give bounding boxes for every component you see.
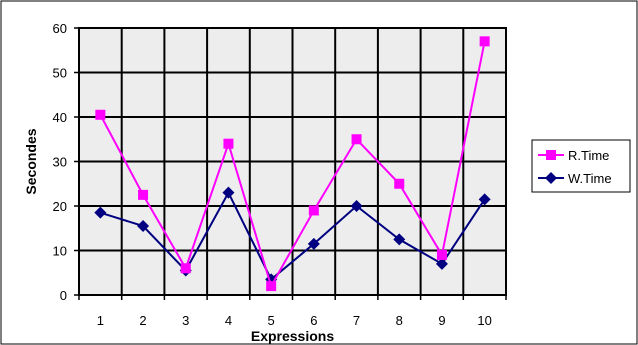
x-axis-ticks: 1 2 3 4 5 6 7 8 9 10 (78, 295, 507, 328)
y-tick-label: 0 (60, 288, 67, 303)
data-point (95, 109, 106, 120)
data-point (351, 134, 362, 145)
legend-label: R.Time (568, 148, 609, 163)
y-tick-label: 30 (53, 155, 67, 170)
data-point (222, 186, 235, 199)
series-r-time (95, 36, 490, 292)
y-axis-title: Secondes (23, 128, 39, 194)
legend-swatch-marker (546, 150, 556, 160)
data-point (435, 257, 448, 270)
y-axis-ticks: 0 10 20 30 40 50 60 (53, 21, 79, 303)
legend-box (531, 139, 631, 193)
x-tick-label: 4 (225, 313, 232, 328)
data-point (266, 281, 277, 292)
y-tick-label: 40 (53, 110, 67, 125)
y-tick-label: 50 (53, 66, 67, 81)
data-point (94, 206, 107, 219)
x-tick-label: 9 (438, 313, 445, 328)
series-line (100, 190, 486, 282)
x-tick-label: 3 (182, 313, 189, 328)
legend: R.Time W.Time (531, 139, 631, 193)
data-point (478, 193, 491, 206)
data-point (180, 263, 191, 274)
x-tick-label: 5 (268, 313, 275, 328)
data-point (393, 233, 406, 246)
data-point (479, 36, 490, 47)
gridlines (78, 27, 507, 296)
series-line (99, 41, 486, 289)
data-point (138, 189, 149, 200)
x-axis-title: Expressions (251, 328, 334, 344)
legend-swatch-marker (545, 172, 557, 184)
data-point (137, 220, 150, 233)
series-w-time (94, 186, 491, 286)
x-tick-label: 8 (396, 313, 403, 328)
y-tick-label: 10 (53, 244, 67, 259)
y-tick-label: 60 (53, 21, 67, 36)
legend-item: R.Time (538, 148, 609, 163)
legend-item: W.Time (538, 171, 612, 186)
y-tick-label: 20 (53, 199, 67, 214)
x-tick-label: 7 (353, 313, 360, 328)
data-point (308, 205, 319, 216)
x-tick-label: 1 (97, 313, 104, 328)
data-point (436, 249, 447, 260)
series-group (94, 36, 491, 292)
data-point (394, 178, 405, 189)
legend-label: W.Time (568, 171, 612, 186)
data-point (307, 237, 320, 250)
x-tick-label: 10 (477, 313, 491, 328)
x-tick-label: 6 (310, 313, 317, 328)
data-point (350, 200, 363, 212)
data-point (223, 138, 234, 149)
x-tick-label: 2 (139, 313, 146, 328)
